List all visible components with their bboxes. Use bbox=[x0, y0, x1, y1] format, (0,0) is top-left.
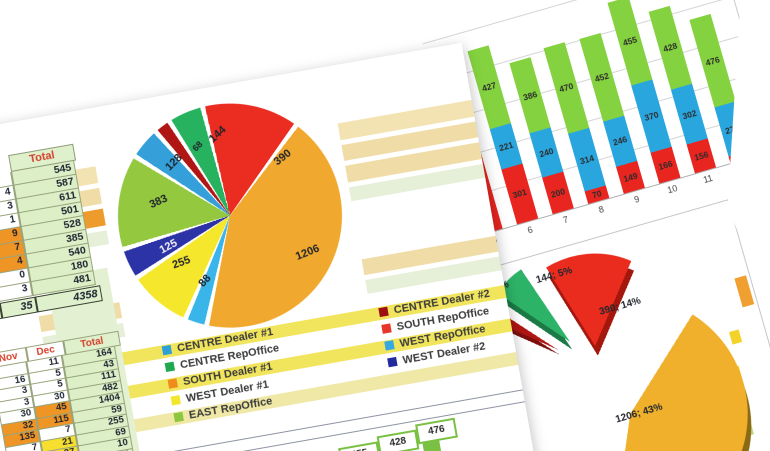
bar-segment-red: 301 bbox=[501, 163, 538, 224]
bar-segment-red: 149 bbox=[616, 161, 645, 194]
bar-segment-value: 271 bbox=[723, 122, 741, 136]
bar-segment-value: 370 bbox=[643, 109, 660, 124]
x-axis-tick-label: 11 bbox=[702, 172, 714, 186]
legend-swatch bbox=[164, 361, 176, 373]
bar-segment-blue: 302 bbox=[671, 84, 708, 145]
bar-segment-green: 386 bbox=[509, 57, 550, 134]
x-axis-tick-label: 7 bbox=[561, 214, 570, 226]
bar-segment-red: 166 bbox=[651, 147, 681, 183]
bar-segment-value: 166 bbox=[657, 158, 674, 173]
x-axis-tick-label: 10 bbox=[666, 183, 679, 196]
legend-swatch bbox=[381, 323, 392, 334]
bar-segment-value: 221 bbox=[497, 139, 515, 153]
x-axis-tick-label: 12 bbox=[737, 162, 750, 175]
bar-segment-blue: 271 bbox=[714, 101, 749, 157]
bar-segment-red: 200 bbox=[542, 172, 574, 215]
bar-segment-value: 427 bbox=[480, 80, 498, 94]
chart-legend-left-column: CENTRE Dealer #1 CENTRE RepOffice SOUTH De… bbox=[161, 322, 289, 426]
x-axis-tick-label: 6 bbox=[526, 224, 534, 236]
bar-segment-value: 246 bbox=[611, 134, 629, 148]
bar-segment-value: 302 bbox=[681, 107, 698, 122]
bar-segment-value: 476 bbox=[704, 54, 721, 68]
bar-columns: 4071833273012214272002403867031447014924… bbox=[423, 0, 723, 43]
bar-segment-value: 70 bbox=[591, 188, 603, 201]
bar-segment-green: 470 bbox=[543, 42, 589, 134]
bar-segment-value: 386 bbox=[521, 88, 539, 103]
x-axis-tick-label: 8 bbox=[597, 204, 606, 216]
data-label-box: 455 bbox=[338, 441, 381, 451]
bar-segment-red: 35 bbox=[729, 151, 752, 163]
bar-segment-blue: 240 bbox=[530, 128, 564, 178]
bar-segment-green: 455 bbox=[607, 0, 652, 86]
bar-segment-blue: 221 bbox=[490, 123, 523, 169]
data-label-box: 428 bbox=[376, 429, 420, 451]
data-label-box: 476 bbox=[415, 417, 458, 445]
bar-segment-value: 200 bbox=[549, 186, 567, 200]
legend-swatch bbox=[387, 356, 398, 368]
x-axis-tick-label: 9 bbox=[633, 193, 641, 205]
bar-segment-value: 240 bbox=[538, 145, 555, 160]
legend-swatch bbox=[167, 378, 179, 389]
bar-segment-value: 428 bbox=[662, 40, 679, 55]
bar-segment-blue: 370 bbox=[631, 80, 672, 154]
bar-segment-value: 301 bbox=[511, 187, 528, 201]
legend-swatch bbox=[378, 306, 389, 318]
bar-segment-green: 428 bbox=[649, 6, 693, 90]
legend-swatch bbox=[161, 344, 173, 356]
bar-segment-red: 156 bbox=[687, 139, 716, 174]
bar-segment-green: 476 bbox=[690, 14, 736, 107]
legend-swatch bbox=[173, 411, 184, 423]
legend-swatch bbox=[170, 395, 181, 406]
bar-segment-value: 156 bbox=[693, 149, 710, 163]
bar-segment-value: 452 bbox=[593, 70, 611, 85]
bar-segment-value: 314 bbox=[578, 152, 596, 167]
bar-segment-value: 35 bbox=[734, 150, 747, 164]
bar-segment-blue: 246 bbox=[603, 116, 637, 167]
bar-segment-value: 455 bbox=[621, 34, 639, 48]
cut-orange-bar-fragment bbox=[739, 92, 764, 138]
bar-segment-green: 452 bbox=[579, 33, 624, 122]
bar-segment-value: 470 bbox=[558, 81, 575, 95]
bar-segment-value: 149 bbox=[622, 170, 639, 184]
legend-swatch bbox=[384, 340, 395, 351]
lower-data-table: Nov Dec Total 11 164 16 5 43 3 5 111 3 30 482 30 45 1… bbox=[0, 330, 143, 451]
